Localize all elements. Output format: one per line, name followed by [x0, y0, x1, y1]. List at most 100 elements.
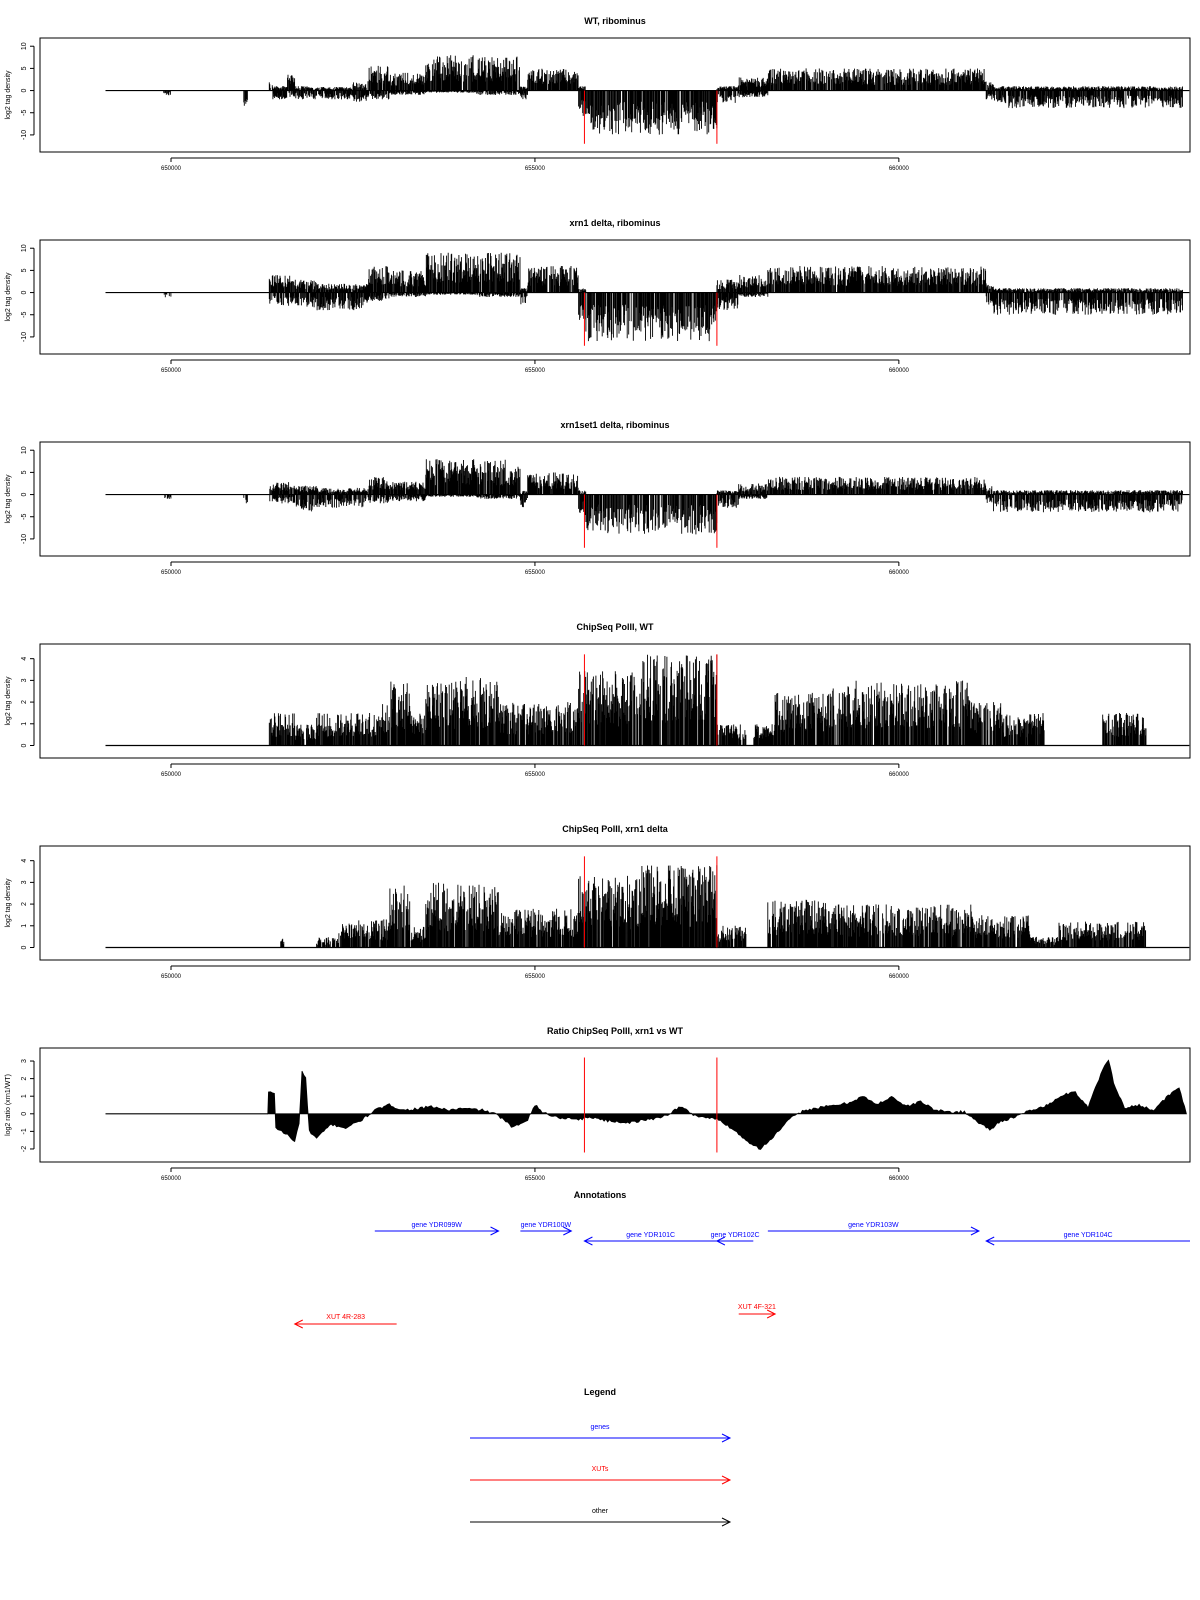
- y-tick-label: -10: [21, 332, 28, 342]
- x-tick-label: 660000: [889, 166, 910, 172]
- chart-title: WT, ribominus: [584, 16, 646, 26]
- y-axis-label: log2 ratio (xrn1/WT): [5, 1074, 12, 1136]
- y-tick-label: 0: [21, 1112, 28, 1116]
- x-tick-label: 650000: [161, 570, 182, 576]
- y-tick-label: 2: [21, 1077, 28, 1081]
- density-bars: [163, 55, 1183, 135]
- y-tick-label: 4: [21, 859, 28, 863]
- x-tick-label: 660000: [889, 974, 910, 980]
- gene-arrow-head: [970, 1226, 981, 1236]
- y-tick-label: 3: [21, 1059, 28, 1063]
- chart-title: ChipSeq PolII, xrn1 delta: [562, 824, 669, 834]
- x-tick-label: 660000: [889, 368, 910, 374]
- y-tick-label: 1: [21, 924, 28, 928]
- chart-panel-3: xrn1set1 delta, ribominus 10 5 0 -5 -10 log2 t…: [5, 420, 1191, 576]
- y-tick-label: -5: [21, 312, 28, 318]
- legend-title: Legend: [584, 1387, 616, 1397]
- x-tick-label: 660000: [889, 570, 910, 576]
- y-tick-label: 0: [21, 89, 28, 93]
- x-tick-label: 650000: [161, 1176, 182, 1182]
- annotations-section: Annotations gene YDR099W gene YDR100W gene …: [293, 1190, 1190, 1329]
- x-tick-label: 660000: [889, 772, 910, 778]
- gene-label: gene YDR100W: [521, 1222, 572, 1229]
- y-tick-label: 5: [21, 66, 28, 70]
- y-tick-label: -2: [21, 1146, 28, 1152]
- plot-frame: [39, 643, 1191, 759]
- gene-arrow-head: [583, 1236, 593, 1246]
- y-tick-label: 1: [21, 1094, 28, 1098]
- legend-arrow-head: [721, 1517, 732, 1527]
- x-tick-label: 650000: [161, 166, 182, 172]
- y-tick-label: 5: [21, 268, 28, 272]
- legend-label: XUTs: [592, 1466, 609, 1473]
- y-axis-label: log2 tag density: [5, 70, 12, 120]
- y-axis-label: log2 tag density: [5, 878, 12, 928]
- gene-arrow-head: [490, 1226, 500, 1236]
- y-tick-label: 5: [21, 470, 28, 474]
- chart-title: Ratio ChipSeq PolII, xrn1 vs WT: [547, 1026, 684, 1036]
- y-tick-label: 10: [21, 244, 28, 252]
- xut-label: XUT 4R-283: [326, 1314, 365, 1321]
- chart-title: xrn1 delta, ribominus: [569, 218, 660, 228]
- x-tick-label: 655000: [525, 974, 546, 980]
- plot-frame: [39, 37, 1191, 153]
- gene-label: gene YDR103W: [848, 1222, 899, 1229]
- y-tick-label: 1: [21, 722, 28, 726]
- density-bars: [163, 252, 1183, 342]
- gene-label: gene YDR102C: [711, 1232, 760, 1239]
- y-tick-label: 2: [21, 700, 28, 704]
- chart-panel-5: ChipSeq PolII, xrn1 delta 0 1 2 3 4 log2 tag d…: [5, 824, 1191, 980]
- y-tick-label: 0: [21, 291, 28, 295]
- density-bars: [268, 654, 1147, 746]
- legend-label: other: [592, 1508, 609, 1515]
- plot-frame: [39, 1047, 1191, 1163]
- y-tick-label: 4: [21, 657, 28, 661]
- legend-label: genes: [590, 1424, 610, 1431]
- x-tick-label: 650000: [161, 368, 182, 374]
- y-tick-label: 3: [21, 678, 28, 682]
- y-tick-label: -1: [21, 1128, 28, 1134]
- chart-title: xrn1set1 delta, ribominus: [560, 420, 669, 430]
- gene-arrow-head: [985, 1236, 995, 1246]
- density-bars: [164, 459, 1183, 535]
- y-axis-label: log2 tag density: [5, 474, 12, 524]
- plot-frame: [39, 239, 1191, 355]
- gene-arrow-head: [715, 1236, 726, 1246]
- y-tick-label: 10: [21, 446, 28, 454]
- legend-arrow-head: [721, 1433, 732, 1443]
- legend-arrow-head: [721, 1475, 732, 1485]
- y-tick-label: 0: [21, 945, 28, 949]
- x-tick-label: 660000: [889, 1176, 910, 1182]
- gene-label: gene YDR101C: [626, 1232, 675, 1239]
- xut-label: XUT 4F-321: [738, 1304, 776, 1311]
- x-tick-label: 655000: [525, 1176, 546, 1182]
- gene-label: gene YDR099W: [411, 1222, 462, 1229]
- y-tick-label: -5: [21, 514, 28, 520]
- y-tick-label: 10: [21, 42, 28, 50]
- plot-frame: [39, 845, 1191, 961]
- gene-arrow-head: [563, 1226, 573, 1236]
- y-tick-label: -10: [21, 130, 28, 140]
- y-tick-label: 0: [21, 493, 28, 497]
- x-tick-label: 655000: [525, 570, 546, 576]
- annotations-title: Annotations: [574, 1190, 627, 1200]
- xut-arrow-head: [293, 1319, 303, 1329]
- y-axis-label: log2 tag density: [5, 272, 12, 322]
- chart-title: ChipSeq PolII, WT: [577, 622, 654, 632]
- x-tick-label: 655000: [525, 368, 546, 374]
- y-axis-label: log2 tag density: [5, 676, 12, 726]
- chart-panel-1: WT, ribominus 10 5 0 -5 -10 log2 tag density 65…: [5, 16, 1191, 172]
- x-tick-label: 655000: [525, 772, 546, 778]
- x-tick-label: 655000: [525, 166, 546, 172]
- ratio-area: [267, 1059, 1187, 1150]
- chart-panel-4: ChipSeq PolII, WT 0 1 2 3 4 log2 tag density 65…: [5, 622, 1191, 778]
- y-tick-label: 3: [21, 880, 28, 884]
- y-tick-label: 2: [21, 902, 28, 906]
- xut-arrow-head: [766, 1309, 777, 1319]
- y-tick-label: -10: [21, 534, 28, 544]
- x-tick-label: 650000: [161, 974, 182, 980]
- plot-frame: [39, 441, 1191, 557]
- chart-panel-2: xrn1 delta, ribominus 10 5 0 -5 -10 log2 tag d…: [5, 218, 1191, 374]
- density-bars: [280, 865, 1147, 948]
